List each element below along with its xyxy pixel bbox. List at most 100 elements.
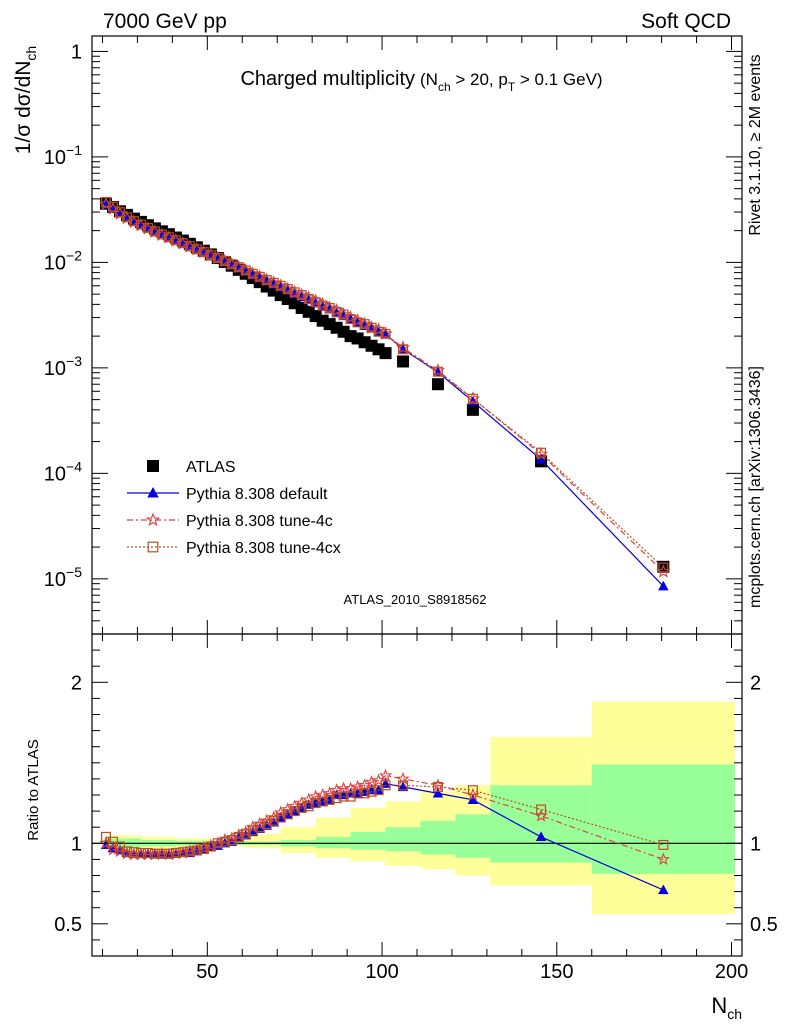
ratio-point-series-0-43 — [467, 794, 479, 804]
main-point-series-3-37 — [359, 319, 370, 330]
header-process-label: Soft QCD — [641, 10, 731, 33]
ratio-point-series-2-26 — [282, 809, 293, 820]
ratio-point-series-2-44 — [536, 804, 547, 815]
main-point-series-3-7 — [149, 226, 160, 237]
main-point-series-3-15 — [205, 250, 216, 261]
ratio-point-series-2-32 — [324, 794, 335, 805]
legend-label-atlas: ATLAS — [186, 459, 236, 476]
ratio-point-series-2-3 — [121, 846, 132, 857]
ratio-point-series-2-27 — [289, 806, 300, 817]
main-point-series-3-10 — [170, 235, 181, 246]
legend-symbol-2 — [145, 512, 161, 527]
ratio-point-series-1-41 — [396, 771, 410, 785]
main-point-series-3-11 — [177, 238, 188, 249]
legend: ATLAS Pythia 8.308 default Pythia 8.308 … — [127, 459, 341, 557]
uncertainty-band-inner-11 — [490, 785, 592, 863]
header-energy-label: 7000 GeV pp — [103, 10, 227, 33]
ratio-point-series-2-10 — [170, 847, 181, 858]
main-point-series-3-1 — [107, 201, 118, 212]
main-point-series-0-42 — [431, 378, 444, 391]
main-point-series-3-22 — [254, 271, 265, 282]
main-point-series-3-8 — [156, 229, 167, 240]
main-point-series-3-45 — [658, 562, 669, 573]
ratio-point-series-2-36 — [352, 788, 363, 799]
main-point-series-3-20 — [240, 265, 251, 276]
uncertainty-band-inner-10 — [455, 814, 491, 858]
ratio-point-series-2-34 — [338, 791, 349, 802]
ratio-point-series-2-16 — [212, 838, 223, 849]
y-tick-label-0: 1 — [71, 41, 82, 63]
uncertainty-band-inner-7 — [350, 832, 386, 850]
uncertainty-band-inner-12 — [591, 764, 736, 874]
ratio-point-series-1-26 — [280, 802, 295, 816]
main-point-series-1-45 — [658, 580, 669, 591]
ratio-point-series-2-19 — [233, 831, 244, 842]
legend-symbol-3 — [147, 541, 159, 553]
ratio-point-series-2-6 — [142, 847, 153, 858]
legend-label-default: Pythia 8.308 default — [186, 486, 328, 503]
ratio-point-series-2-21 — [247, 825, 258, 836]
legend-symbol-1 — [147, 487, 159, 498]
ratio-point-series-2-30 — [310, 798, 321, 809]
ratio-point-series-2-14 — [198, 843, 209, 854]
main-point-series-3-43 — [467, 393, 478, 404]
ratio-line-series-2 — [105, 784, 664, 855]
main-point-series-3-16 — [212, 253, 223, 264]
main-point-series-3-24 — [268, 277, 279, 288]
y-tick-label-5: 10−5 — [44, 564, 82, 591]
uncertainty-band-inner-8 — [385, 827, 421, 852]
x-axis-label: Nch — [711, 993, 742, 1022]
main-point-series-3-27 — [289, 287, 300, 298]
y-tick-label-3: 10−3 — [44, 353, 82, 380]
y-tick-label-2: 10−2 — [44, 247, 82, 274]
main-point-series-3-41 — [398, 344, 409, 355]
ratio-point-series-2-20 — [240, 828, 251, 839]
x-tick-label-150: 150 — [540, 961, 573, 983]
ratio-point-series-2-17 — [219, 836, 230, 847]
main-point-series-0-43 — [466, 403, 479, 416]
ratio-point-series-1-25 — [273, 805, 288, 819]
main-point-series-3-40 — [380, 328, 391, 339]
x-tick-label-50: 50 — [196, 961, 218, 983]
main-point-series-3-30 — [310, 297, 321, 308]
ratio-point-series-2-28 — [296, 802, 307, 813]
ratio-point-series-2-24 — [268, 815, 279, 826]
analysis-id-label: ATLAS_2010_S8918562 — [344, 592, 487, 607]
main-point-series-3-13 — [191, 244, 202, 255]
ratio-point-series-0-44 — [535, 831, 547, 841]
ratio-point-series-2-45 — [658, 839, 669, 850]
ratio-point-series-2-18 — [226, 835, 237, 846]
main-point-series-3-4 — [128, 216, 139, 227]
ratio-plot-area: 50 100 150 200 0.5 0.5 1 1 2 2 — [54, 36, 778, 983]
chart-title-detail: (Nch > 20, pT > 0.1 GeV) — [420, 70, 603, 94]
main-point-series-0-41 — [397, 355, 410, 368]
main-point-series-3-36 — [352, 317, 363, 328]
ratio-y-tick-label-left-1: 1 — [71, 833, 82, 855]
main-point-series-3-35 — [345, 314, 356, 325]
main-point-series-1-44 — [535, 454, 547, 464]
ratio-y-axis-label: Ratio to ATLAS — [25, 739, 42, 840]
ratio-point-series-1-45 — [656, 852, 671, 866]
main-point-series-3-17 — [219, 256, 230, 267]
main-point-series-3-44 — [536, 447, 547, 458]
ratio-point-series-2-33 — [331, 793, 342, 804]
rivet-version-label: Rivet 3.1.10, ≥ 2M events — [747, 54, 764, 235]
main-point-series-3-19 — [233, 262, 244, 273]
ratio-point-series-2-38 — [366, 786, 377, 797]
ratio-point-series-2-42 — [432, 781, 443, 792]
ratio-point-series-1-1 — [106, 842, 120, 856]
ratio-y-tick-label-right-1: 1 — [750, 833, 761, 855]
ratio-point-series-2-22 — [254, 822, 265, 833]
main-point-series-3-33 — [331, 306, 342, 317]
main-plot-area: 1 10−1 10−2 10−3 10−4 10−5 — [44, 35, 743, 635]
ratio-point-series-2-11 — [177, 847, 188, 858]
ratio-y-tick-label-left-2: 2 — [71, 672, 82, 694]
main-point-series-3-2 — [114, 207, 125, 218]
mcplots-reference-label: mcplots.cern.ch [arXiv:1306.3436] — [747, 366, 764, 608]
main-point-series-0-40 — [379, 347, 392, 360]
y-tick-label-4: 10−4 — [44, 458, 82, 485]
ratio-point-series-2-40 — [380, 780, 391, 791]
ratio-y-tick-label-right-0.5: 0.5 — [750, 914, 778, 936]
main-point-series-3-29 — [303, 293, 314, 304]
main-point-series-3-9 — [163, 232, 174, 243]
